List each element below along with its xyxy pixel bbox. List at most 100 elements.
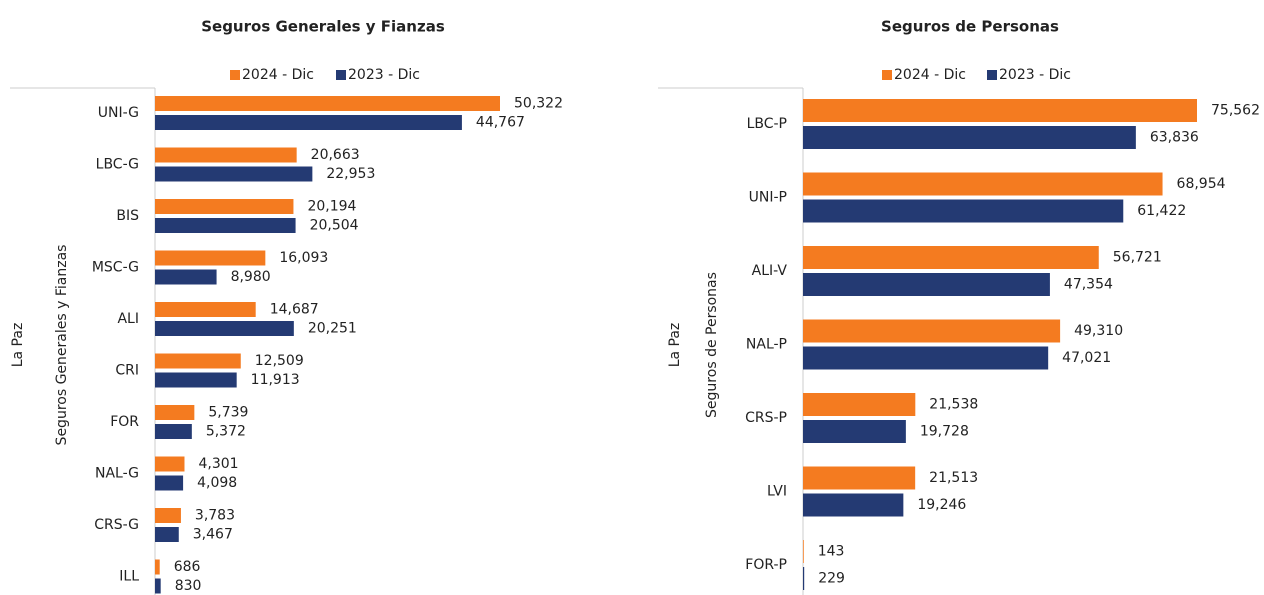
bar (803, 567, 805, 590)
category-label: FOR (110, 414, 139, 430)
value-label: 20,663 (311, 147, 360, 163)
legend-swatch (987, 70, 997, 80)
value-label: 47,021 (1062, 350, 1111, 366)
bar (803, 420, 906, 443)
category-label: ALI-V (752, 263, 788, 279)
value-label: 44,767 (476, 115, 525, 131)
value-label: 4,098 (197, 475, 237, 491)
value-label: 3,467 (193, 527, 233, 543)
value-label: 12,509 (255, 353, 304, 369)
legend-label: 2023 - Dic (999, 67, 1071, 83)
bar (155, 250, 266, 266)
value-label: 16,093 (279, 250, 328, 266)
category-label: CRI (115, 363, 139, 379)
category-label: ILL (119, 569, 139, 585)
value-label: 49,310 (1074, 323, 1123, 339)
bar (155, 302, 256, 317)
legend-label: 2024 - Dic (894, 67, 966, 83)
group-label: Seguros Generales y Fianzas (54, 245, 70, 446)
category-label: LBC-P (747, 116, 787, 132)
value-label: 75,562 (1211, 103, 1260, 119)
category-label: UNI-P (749, 190, 787, 206)
value-label: 20,251 (308, 321, 357, 337)
category-label: ALI (117, 311, 139, 327)
category-label: NAL-P (746, 337, 787, 353)
value-label: 5,739 (208, 405, 248, 421)
value-label: 20,194 (307, 199, 356, 215)
bar (155, 405, 195, 420)
category-label: LVI (767, 484, 787, 500)
category-label: CRS-P (745, 410, 787, 426)
category-label: MSC-G (92, 260, 139, 276)
value-label: 14,687 (270, 302, 319, 318)
value-label: 50,322 (514, 96, 563, 112)
bar (803, 126, 1136, 149)
bar (155, 218, 296, 233)
bar (803, 273, 1050, 296)
category-label: NAL-G (95, 466, 139, 482)
value-label: 21,538 (929, 397, 978, 413)
bar (803, 172, 1163, 196)
bar (803, 540, 804, 563)
bar (155, 508, 181, 523)
bar (155, 353, 241, 369)
legend-swatch (230, 70, 240, 80)
value-label: 830 (175, 578, 202, 594)
value-label: 47,354 (1064, 277, 1113, 293)
bar (155, 456, 185, 472)
value-label: 143 (818, 544, 845, 560)
value-label: 19,246 (917, 497, 966, 513)
bar (803, 393, 916, 416)
bar (803, 466, 916, 490)
value-label: 19,728 (920, 424, 969, 440)
bar (155, 166, 313, 182)
bar (803, 493, 904, 517)
category-label: FOR-P (745, 557, 787, 573)
chart-title: Seguros Generales y Fianzas (201, 18, 445, 36)
category-label: BIS (116, 208, 139, 224)
bar (155, 321, 294, 336)
bar (155, 147, 297, 163)
group-label: Seguros de Personas (704, 272, 720, 418)
value-label: 21,513 (929, 470, 978, 486)
bar (155, 199, 294, 214)
group-label: La Paz (10, 323, 26, 368)
value-label: 56,721 (1113, 250, 1162, 266)
bar (803, 319, 1061, 343)
bar (803, 99, 1197, 122)
value-label: 4,301 (198, 456, 238, 472)
bar (155, 269, 217, 285)
bar (803, 246, 1099, 269)
value-label: 63,836 (1150, 130, 1199, 146)
bar (155, 96, 500, 111)
bar (803, 199, 1124, 223)
bar (155, 527, 179, 542)
value-label: 20,504 (310, 218, 359, 234)
value-label: 3,783 (195, 508, 235, 524)
category-label: CRS-G (94, 517, 139, 533)
bar (155, 372, 237, 388)
bar (155, 578, 161, 594)
legend-swatch (336, 70, 346, 80)
bar (155, 475, 184, 491)
value-label: 686 (174, 559, 201, 575)
category-label: UNI-G (98, 105, 139, 121)
bar (155, 559, 160, 575)
value-label: 8,980 (231, 269, 271, 285)
value-label: 61,422 (1137, 203, 1186, 219)
group-label: La Paz (667, 323, 683, 368)
bar (803, 346, 1049, 370)
value-label: 11,913 (251, 372, 300, 388)
category-label: LBC-G (96, 157, 139, 173)
value-label: 22,953 (326, 166, 375, 182)
value-label: 5,372 (206, 424, 246, 440)
legend-swatch (882, 70, 892, 80)
bar (155, 115, 462, 130)
legend-label: 2024 - Dic (242, 67, 314, 83)
legend-label: 2023 - Dic (348, 67, 420, 83)
value-label: 229 (818, 571, 845, 587)
value-label: 68,954 (1177, 176, 1226, 192)
chart-title: Seguros de Personas (881, 18, 1059, 36)
bar (155, 424, 192, 439)
